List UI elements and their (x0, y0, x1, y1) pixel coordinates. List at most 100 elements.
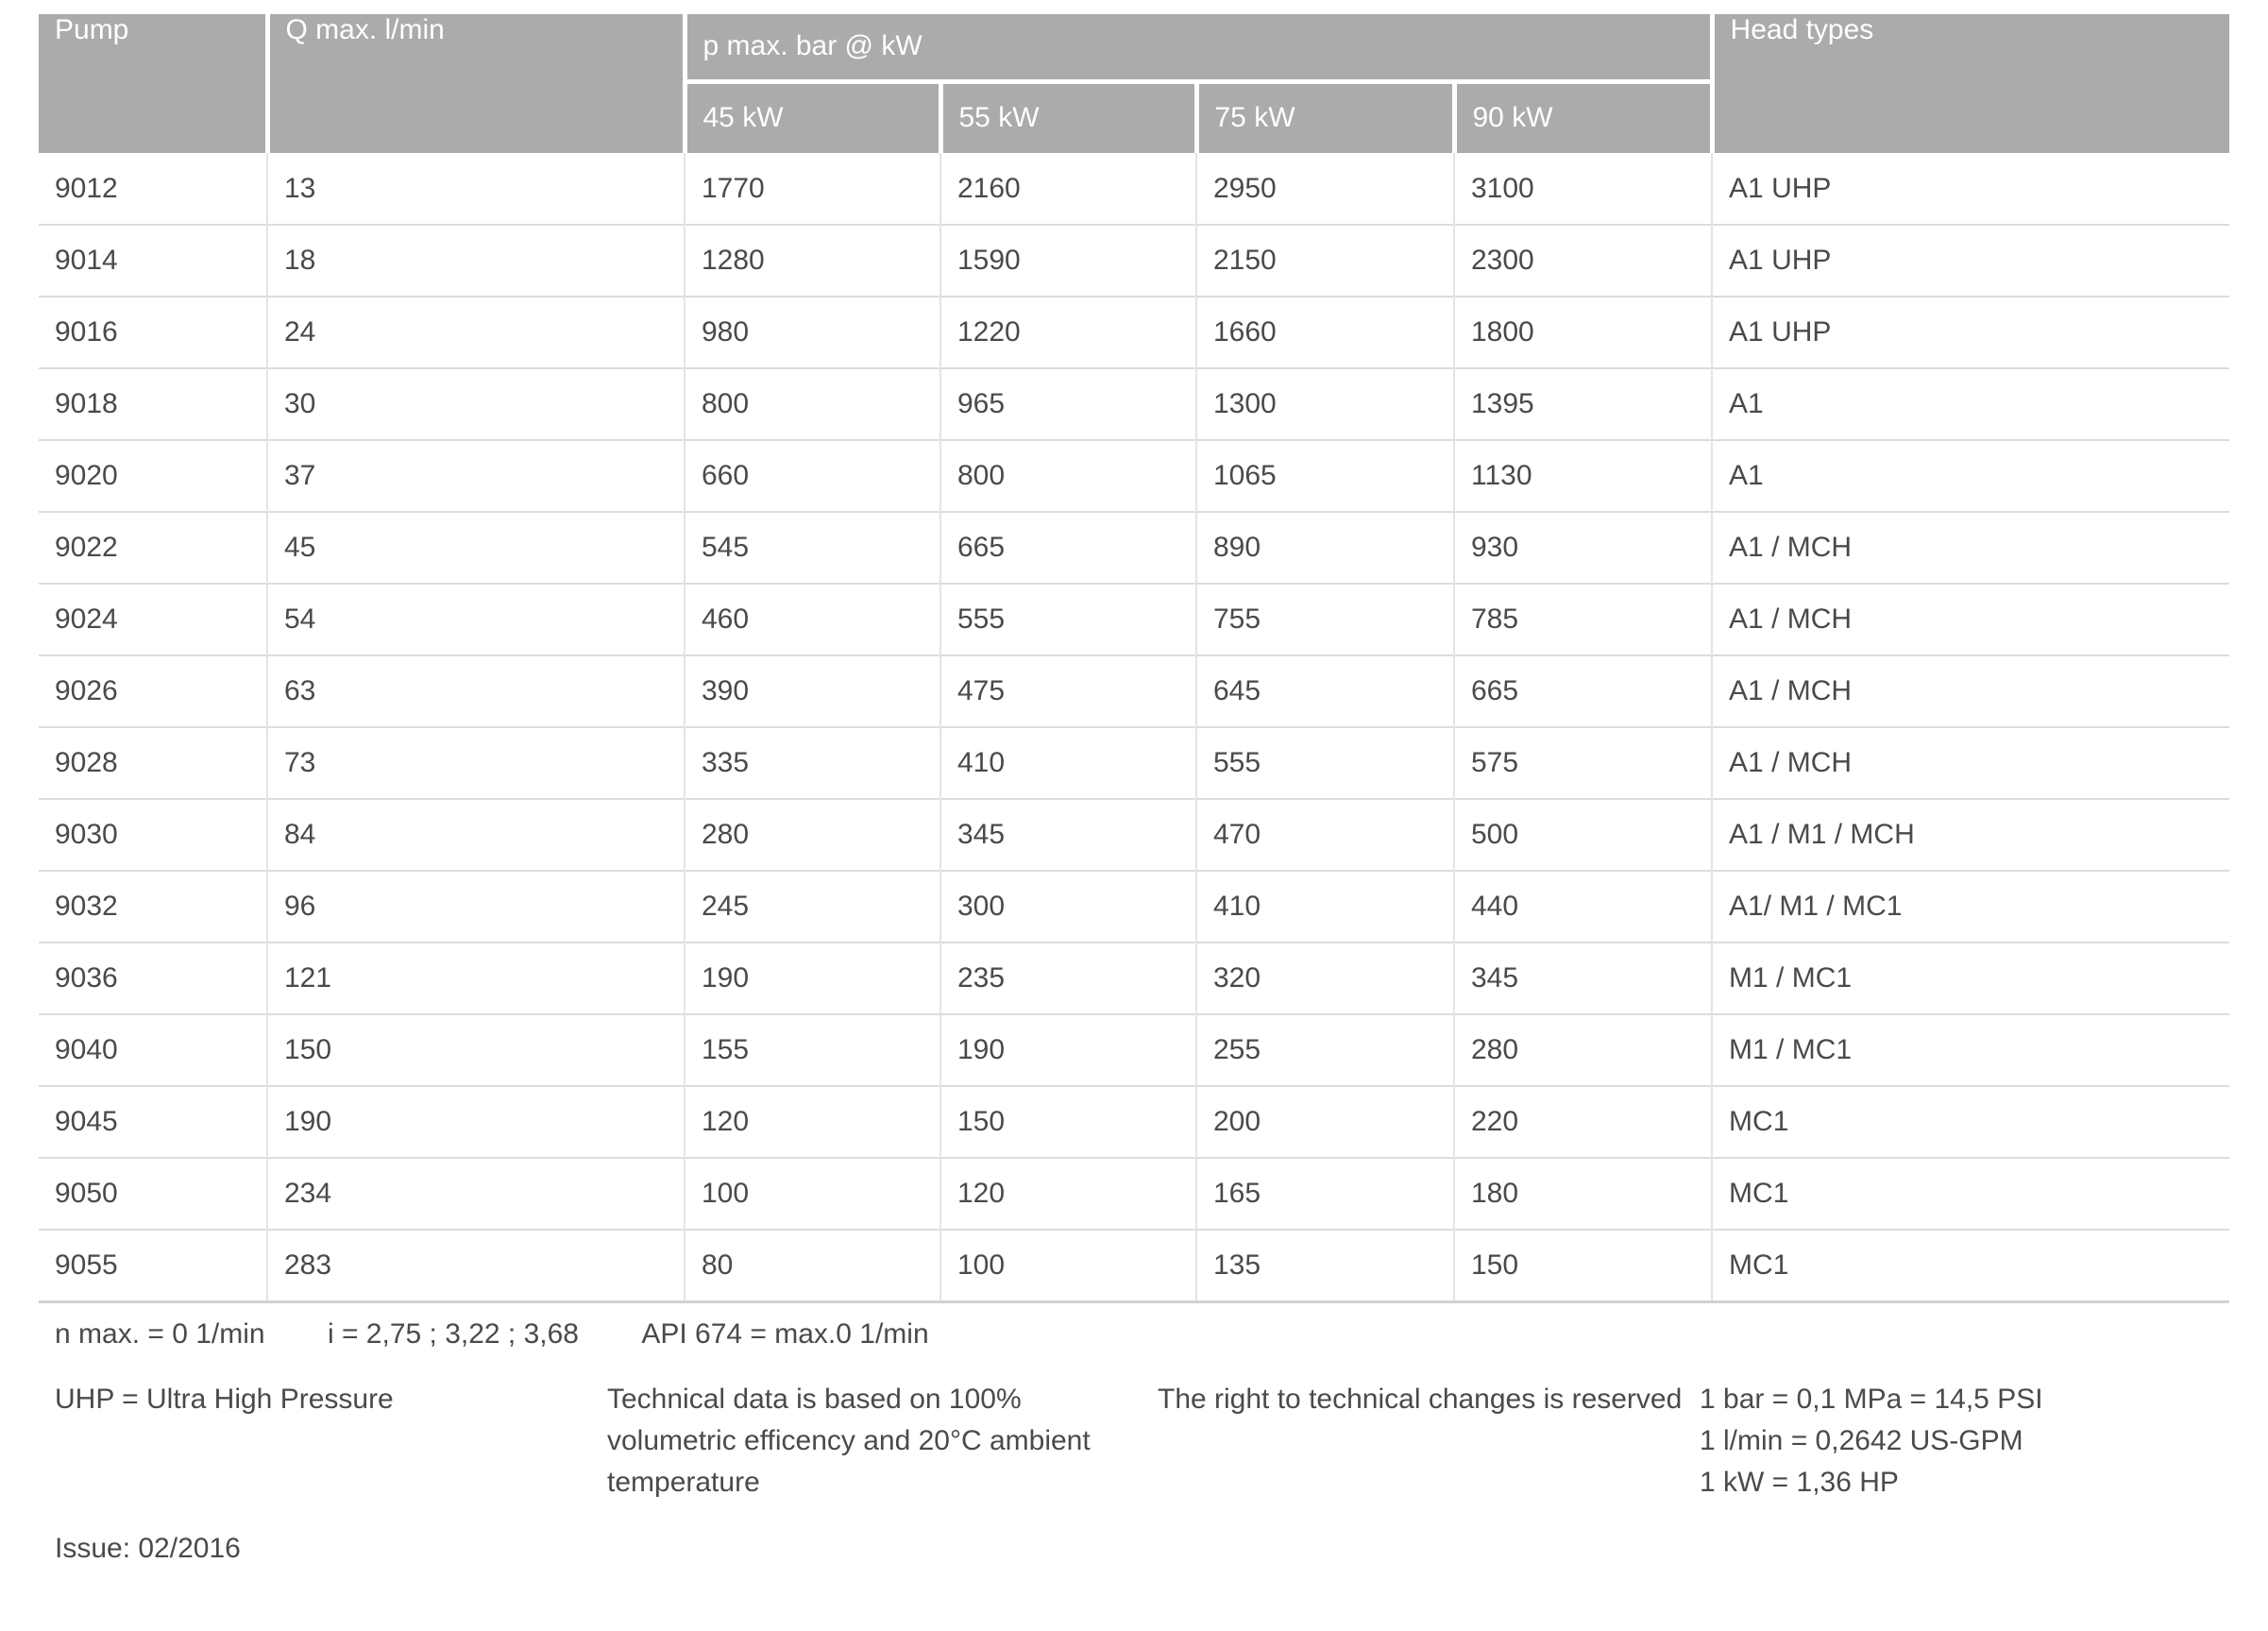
cell-45kw: 120 (684, 1085, 940, 1158)
table-row: 9012 13 1770 2160 2950 3100 A1 UHP (39, 153, 2230, 225)
cell-pump: 9040 (39, 1013, 267, 1086)
table-row: 9022 45 545 665 890 930 A1 / MCH (39, 511, 2230, 584)
cell-qmax: 150 (266, 1013, 685, 1086)
table-row: 9055 283 80 100 135 150 MC1 (39, 1229, 2230, 1303)
cell-pump: 9012 (55, 172, 118, 204)
cell-75kw: 1065 (1195, 439, 1454, 512)
note-rights-reserved: The right to technical changes is reserv… (1158, 1383, 1683, 1415)
cell-90kw: 150 (1452, 1229, 1713, 1303)
cell-45kw: 390 (684, 654, 940, 727)
pump-spec-table: Pump Q max. l/min p max. bar @ kW Head t… (39, 14, 2230, 1303)
cell-55kw: 300 (939, 870, 1196, 943)
cell-75kw: 200 (1195, 1085, 1454, 1158)
cell-55kw: 555 (939, 583, 1196, 655)
cell-55kw: 2160 (939, 153, 1196, 225)
cell-55kw: 475 (939, 654, 1196, 727)
cell-qmax: 13 (266, 153, 685, 225)
cell-75kw: 2950 (1195, 153, 1454, 225)
footnote-line: n max. = 0 1/min i = 2,75 ; 3,22 ; 3,68 … (39, 1318, 2229, 1351)
cell-head-types: A1/ M1 / MC1 (1711, 870, 2230, 943)
table-row: 9026 63 390 475 645 665 A1 / MCH (39, 654, 2230, 727)
cell-pump: 9028 (39, 726, 267, 799)
conversion-lmin: 1 l/min = 0,2642 US-GPM (1700, 1424, 2023, 1456)
column-header-75kw: 75 kW (1193, 81, 1454, 153)
cell-qmax: 54 (266, 583, 685, 655)
cell-qmax: 45 (266, 511, 685, 584)
cell-55kw: 410 (939, 726, 1196, 799)
datasheet-page: Pump Q max. l/min p max. bar @ kW Head t… (0, 14, 2268, 1631)
cell-qmax: 283 (266, 1229, 685, 1303)
cell-45kw: 190 (684, 942, 940, 1014)
cell-head-types: A1 / M1 / MCH (1711, 798, 2230, 871)
notes-block: UHP = Ultra High Pressure Technical data… (0, 1379, 2268, 1558)
cell-45kw: 100 (684, 1157, 940, 1230)
cell-55kw: 665 (939, 511, 1196, 584)
cell-90kw: 3100 (1452, 153, 1713, 225)
cell-45kw: 800 (684, 367, 940, 440)
column-header-45kw: 45 kW (682, 81, 940, 153)
cell-head-types: A1 (1711, 367, 2230, 440)
footnote-ratio: i = 2,75 ; 3,22 ; 3,68 (327, 1317, 579, 1350)
cell-55kw: 1590 (939, 224, 1196, 297)
cell-qmax: 190 (266, 1085, 685, 1158)
cell-head-types: A1 UHP (1711, 153, 2230, 225)
table-header: Pump Q max. l/min p max. bar @ kW Head t… (39, 14, 2230, 153)
cell-90kw: 1130 (1452, 439, 1713, 512)
note-uhp-abbreviation: UHP = Ultra High Pressure (55, 1383, 394, 1415)
cell-90kw: 220 (1452, 1085, 1713, 1158)
cell-pump: 9022 (39, 511, 267, 584)
cell-45kw: 545 (684, 511, 940, 584)
column-header-head-types: Head types (1709, 14, 2230, 153)
cell-qmax: 37 (266, 439, 685, 512)
column-header-55kw: 55 kW (938, 81, 1196, 153)
cell-pump: 9030 (39, 798, 267, 871)
cell-45kw: 980 (684, 296, 940, 368)
cell-pump: 9024 (39, 583, 267, 655)
cell-45kw: 1280 (684, 224, 940, 297)
cell-45kw: 460 (684, 583, 940, 655)
cell-head-types: MC1 (1711, 1157, 2230, 1230)
cell-75kw: 645 (1195, 654, 1454, 727)
pump-table-body: 9012 13 1770 2160 2950 3100 A1 UHP 9014 … (39, 153, 2230, 1303)
cell-head-types: A1 / MCH (1711, 511, 2230, 584)
cell-55kw: 190 (939, 1013, 1196, 1086)
cell-qmax: 84 (266, 798, 685, 871)
cell-head-types: A1 UHP (1711, 296, 2230, 368)
cell-qmax: 121 (266, 942, 685, 1014)
table-row: 9032 96 245 300 410 440 A1/ M1 / MC1 (39, 870, 2230, 943)
cell-head-types: M1 / MC1 (1711, 1013, 2230, 1086)
column-header-pump: Pump (39, 14, 267, 153)
cell-75kw: 165 (1195, 1157, 1454, 1230)
cell-75kw: 1660 (1195, 296, 1454, 368)
cell-55kw: 120 (939, 1157, 1196, 1230)
cell-75kw: 755 (1195, 583, 1454, 655)
table-row: 9040 150 155 190 255 280 M1 / MC1 (39, 1013, 2230, 1086)
cell-55kw: 965 (939, 367, 1196, 440)
cell-55kw: 235 (939, 942, 1196, 1014)
conversion-kw: 1 kW = 1,36 HP (1700, 1466, 1899, 1498)
table-row: 9020 37 660 800 1065 1130 A1 (39, 439, 2230, 512)
cell-head-types: M1 / MC1 (1711, 942, 2230, 1014)
cell-90kw: 440 (1452, 870, 1713, 943)
cell-45kw: 80 (684, 1229, 940, 1303)
cell-pump: 9050 (39, 1157, 267, 1230)
cell-90kw: 930 (1452, 511, 1713, 584)
cell-pump: 9026 (39, 654, 267, 727)
note-unit-conversions: 1 bar = 0,1 MPa = 14,5 PSI 1 l/min = 0,2… (1700, 1379, 2043, 1504)
cell-pump: 9014 (39, 224, 267, 297)
cell-head-types: A1 / MCH (1711, 654, 2230, 727)
cell-45kw: 660 (684, 439, 940, 512)
cell-90kw: 345 (1452, 942, 1713, 1014)
column-header-qmax: Q max. l/min (264, 14, 685, 153)
cell-head-types: A1 UHP (1711, 224, 2230, 297)
cell-qmax: 73 (266, 726, 685, 799)
conversion-bar: 1 bar = 0,1 MPa = 14,5 PSI (1700, 1383, 2043, 1415)
cell-45kw: 280 (684, 798, 940, 871)
cell-90kw: 2300 (1452, 224, 1713, 297)
cell-qmax: 30 (266, 367, 685, 440)
cell-75kw: 890 (1195, 511, 1454, 584)
cell-pump: 9055 (39, 1229, 267, 1303)
table-row: 9030 84 280 345 470 500 A1 / M1 / MCH (39, 798, 2230, 871)
cell-qmax: 18 (266, 224, 685, 297)
footnote-api674: API 674 = max.0 1/min (641, 1317, 929, 1350)
